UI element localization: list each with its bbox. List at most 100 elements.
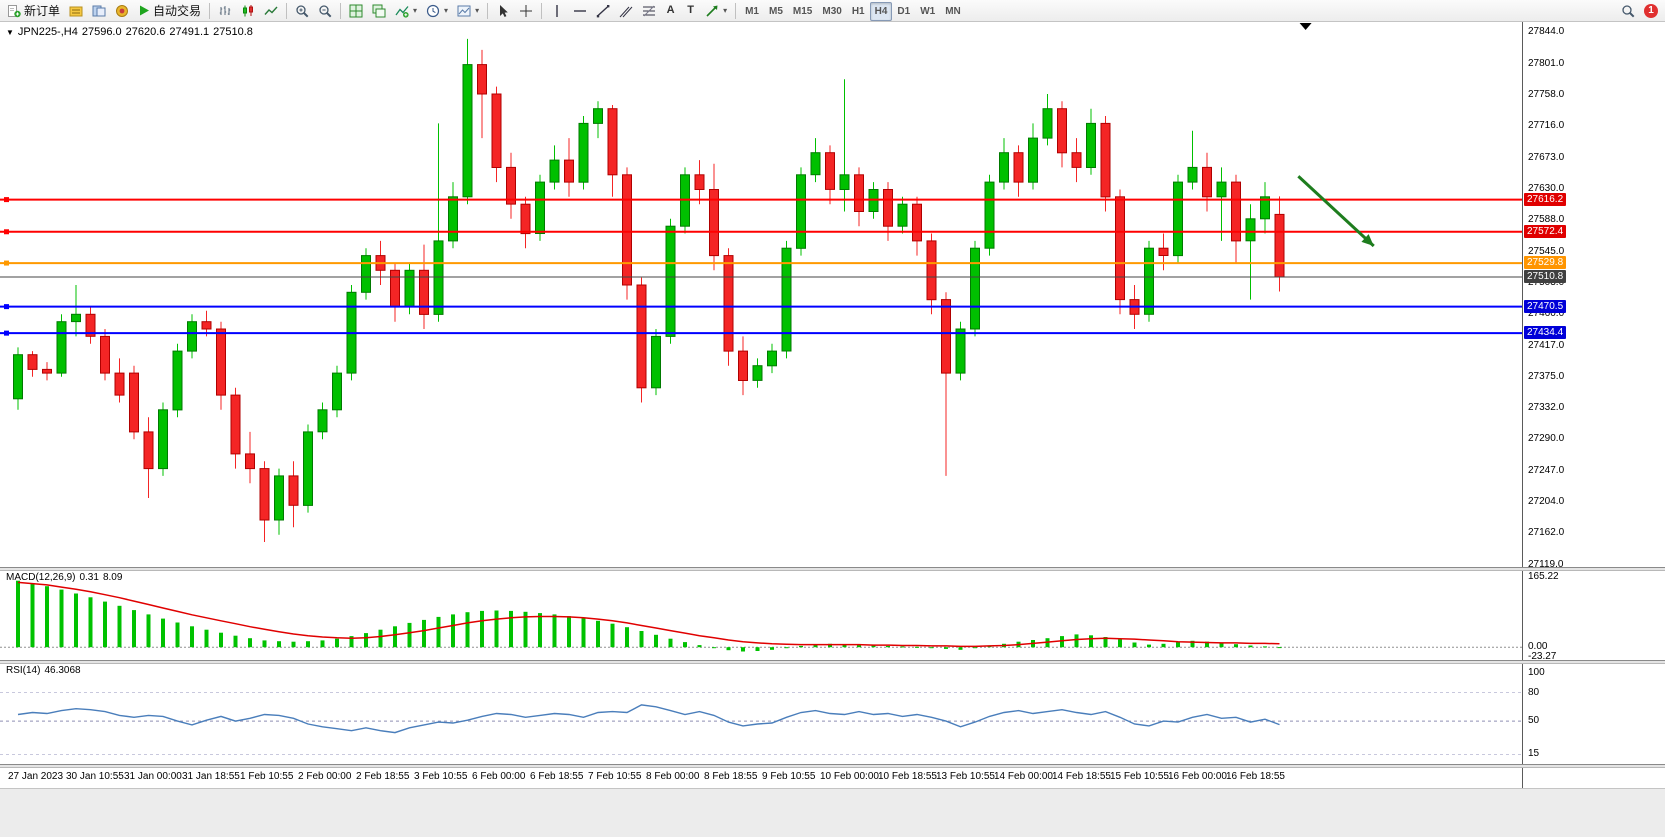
level-handle[interactable]	[4, 197, 9, 203]
timeframe-button-mn[interactable]: MN	[940, 2, 966, 21]
search-button[interactable]	[1617, 1, 1639, 20]
label-tool-button[interactable]: T	[681, 1, 700, 20]
candle	[1202, 152, 1212, 212]
candle	[172, 343, 183, 418]
time-axis[interactable]: 27 Jan 2023 30 Jan 10:55 31 Jan 00:00 31 Ja…	[0, 767, 1522, 788]
time-axis-label: 6 Feb 00:00	[472, 771, 526, 782]
macd-histogram-bar	[784, 647, 789, 649]
macd-histogram-bar	[538, 613, 542, 648]
level-handle[interactable]	[4, 330, 9, 336]
profiles-button[interactable]	[88, 1, 110, 20]
level-handle[interactable]	[4, 260, 9, 266]
cursor-tool-button[interactable]	[492, 1, 514, 20]
fibonacci-icon	[643, 5, 656, 16]
vertical-line-tool-button[interactable]	[546, 1, 568, 20]
candle	[941, 292, 951, 476]
trend-arrow-object[interactable]	[1297, 175, 1375, 248]
bar-chart-button[interactable]	[214, 1, 236, 20]
price-axis[interactable]: 27844.0 27801.0 27758.0 27716.0 27673.0 27630…	[1522, 22, 1665, 788]
macd-histogram-bar	[393, 626, 397, 648]
candle	[71, 285, 81, 337]
macd-histogram-bar	[813, 644, 818, 648]
candle	[622, 167, 632, 300]
label-tool-icon: T	[687, 4, 694, 16]
horizontal-line-tool-button[interactable]	[569, 1, 591, 20]
timeframe-button-h4[interactable]: H4	[869, 1, 893, 21]
cascade-windows-icon	[372, 4, 386, 17]
macd-histogram-bar	[378, 629, 383, 648]
text-tool-button[interactable]: A	[661, 1, 680, 20]
price-level-tag: 27470.5	[1524, 300, 1567, 313]
timeframe-button-h1[interactable]: H1	[847, 2, 870, 21]
panel-separator[interactable]	[0, 567, 1665, 571]
new-order-icon	[8, 4, 21, 17]
object-anchor-marker[interactable]	[1299, 23, 1312, 30]
candle	[1260, 182, 1270, 234]
dropdown-caret: ▾	[444, 6, 449, 15]
axis-label: 27716.0	[1528, 120, 1565, 132]
candlestick-chart-icon	[243, 4, 254, 16]
candle	[433, 123, 444, 322]
auto-trading-button[interactable]: 自动交易	[134, 1, 205, 20]
candle	[839, 79, 850, 212]
candle	[448, 182, 458, 249]
candle	[825, 145, 835, 205]
crosshair-tool-button[interactable]	[515, 1, 537, 20]
macd-histogram-bar	[668, 638, 673, 648]
main-chart[interactable]	[0, 22, 1522, 567]
candle	[636, 277, 647, 403]
notification-badge[interactable]: 1	[1644, 3, 1658, 18]
level-handle[interactable]	[4, 304, 9, 310]
new-order-label: 新订单	[24, 4, 61, 18]
zoom-out-button[interactable]	[314, 1, 336, 20]
candle	[187, 314, 197, 359]
macd-histogram-bar	[248, 638, 252, 648]
cascade-windows-button[interactable]	[368, 1, 390, 20]
macd-histogram-bar	[422, 619, 426, 648]
trendline-tool-button[interactable]	[592, 1, 614, 20]
macd-histogram-bar	[45, 586, 49, 648]
community-button[interactable]	[111, 1, 133, 20]
timeframe-button-m1[interactable]: M1	[740, 2, 764, 21]
line-chart-button[interactable]	[260, 1, 282, 20]
tile-windows-button[interactable]	[345, 1, 367, 20]
macd-histogram-bar	[16, 580, 20, 648]
candle	[303, 424, 313, 513]
arrows-tool-button[interactable]: ▾	[701, 1, 731, 20]
dropdown-caret: ▾	[723, 6, 728, 15]
rsi-header: RSI(14) 46.3068	[6, 665, 85, 676]
rsi-label: RSI(14)	[6, 665, 41, 676]
timeframe-button-d1[interactable]: D1	[892, 2, 915, 21]
panel-separator[interactable]	[0, 660, 1665, 664]
trendline-icon	[596, 4, 610, 17]
level-handle[interactable]	[4, 229, 9, 235]
periods-button[interactable]: ▾	[422, 1, 452, 20]
rsi-panel[interactable]	[0, 663, 1522, 764]
panel-separator[interactable]	[0, 764, 1665, 768]
symbol-collapse-icon[interactable]: ▼	[6, 28, 14, 37]
indicators-button[interactable]: ▾	[391, 1, 421, 20]
candle	[245, 431, 255, 484]
macd-histogram-bar	[219, 632, 223, 648]
charts-list-button[interactable]	[65, 1, 87, 20]
timeframe-button-m5[interactable]: M5	[764, 2, 788, 21]
toolbar: 新订单 自动交易	[0, 0, 1665, 22]
candlestick-chart-button[interactable]	[237, 1, 259, 20]
trend-arrow-head[interactable]	[1361, 234, 1374, 247]
macd-panel[interactable]	[0, 570, 1522, 660]
bar-chart-icon	[219, 5, 231, 15]
macd-histogram-bar	[726, 647, 731, 651]
toolbar-separator	[340, 2, 342, 19]
templates-button[interactable]: ▾	[453, 1, 483, 20]
timeframe-button-m15[interactable]: M15	[788, 2, 817, 21]
timeframe-button-w1[interactable]: W1	[915, 2, 940, 21]
channel-tool-button[interactable]	[615, 1, 637, 20]
fibonacci-tool-button[interactable]	[638, 1, 660, 20]
candle	[651, 329, 661, 396]
timeframe-button-m30[interactable]: M30	[817, 2, 846, 21]
toolbar-separator	[487, 2, 489, 19]
zoom-in-button[interactable]	[291, 1, 313, 20]
arrow-object-icon	[706, 5, 718, 17]
candle	[259, 461, 270, 542]
new-order-button[interactable]: 新订单	[3, 1, 64, 20]
